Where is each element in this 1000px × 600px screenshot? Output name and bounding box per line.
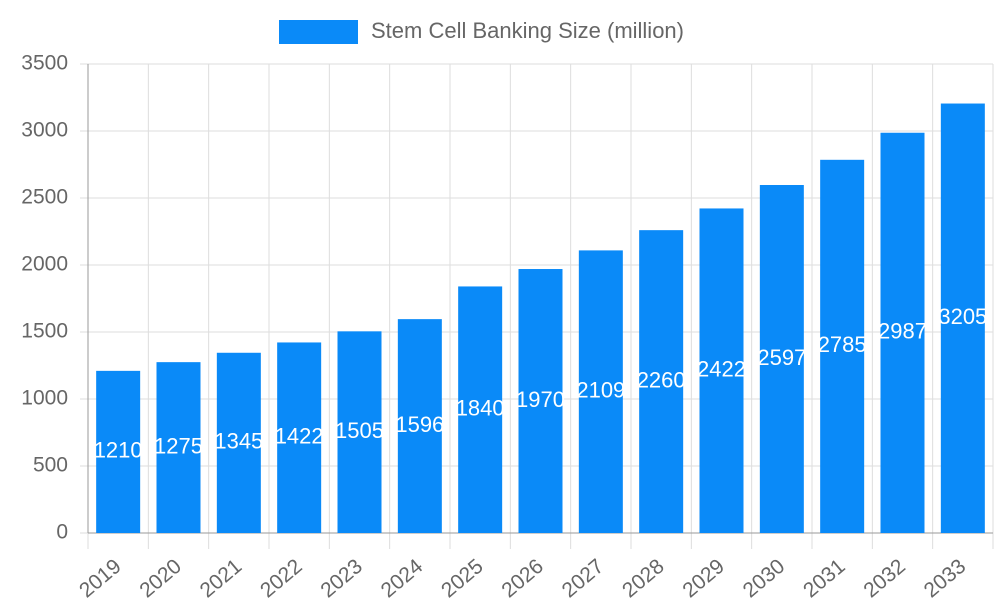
- bar: [639, 230, 684, 533]
- y-tick-label: 1000: [21, 387, 68, 410]
- bar: [277, 342, 322, 533]
- legend-label: Stem Cell Banking Size (million): [371, 18, 684, 43]
- data-label: 2422: [697, 357, 746, 382]
- data-label: 1275: [154, 433, 203, 458]
- x-tick-label: 2032: [859, 555, 910, 600]
- data-label: 1210: [94, 438, 143, 463]
- bar: [216, 352, 261, 533]
- data-label: 1345: [214, 429, 263, 454]
- x-tick-label: 2029: [678, 555, 729, 600]
- x-tick-label: 2028: [618, 555, 669, 600]
- data-label: 1596: [395, 412, 444, 437]
- bar: [880, 132, 925, 533]
- data-label: 3205: [938, 304, 987, 329]
- bar: [699, 208, 744, 533]
- x-tick-label: 2033: [920, 555, 971, 600]
- bar: [156, 362, 201, 533]
- x-tick-label: 2022: [256, 555, 307, 600]
- data-label: 1422: [275, 424, 324, 449]
- x-tick-label: 2021: [196, 555, 247, 600]
- bar: [518, 269, 563, 533]
- bar: [578, 250, 623, 534]
- data-label: 2987: [878, 319, 927, 344]
- y-tick-label: 3000: [21, 119, 68, 142]
- data-label: 1970: [516, 387, 565, 412]
- x-tick-label: 2025: [437, 555, 488, 600]
- y-tick-label: 2500: [21, 186, 68, 209]
- bar: [397, 319, 442, 533]
- y-tick-label: 1500: [21, 320, 68, 343]
- bar: [337, 331, 382, 533]
- y-tick-label: 0: [56, 521, 68, 544]
- data-label: 2597: [757, 345, 806, 370]
- bar: [820, 159, 865, 533]
- data-label: 1840: [456, 396, 505, 421]
- bar: [458, 286, 503, 533]
- bar: [759, 185, 804, 533]
- data-label: 1505: [335, 418, 384, 443]
- x-tick-label: 2020: [135, 555, 186, 600]
- data-label: 2109: [576, 378, 625, 403]
- x-tick-label: 2030: [739, 555, 790, 600]
- x-tick-label: 2019: [75, 555, 126, 600]
- x-tick-label: 2023: [316, 555, 367, 600]
- legend-swatch: [279, 20, 358, 44]
- x-tick-label: 2026: [497, 555, 548, 600]
- bar: [940, 103, 985, 533]
- bar: [96, 370, 141, 533]
- data-label: 2260: [637, 367, 686, 392]
- x-tick-label: 2024: [377, 554, 428, 600]
- y-tick-label: 2000: [21, 253, 68, 276]
- y-tick-label: 500: [33, 454, 68, 477]
- data-label: 2785: [818, 332, 867, 357]
- x-tick-label: 2027: [558, 555, 609, 600]
- y-tick-label: 3500: [21, 52, 68, 75]
- x-tick-label: 2031: [799, 555, 850, 600]
